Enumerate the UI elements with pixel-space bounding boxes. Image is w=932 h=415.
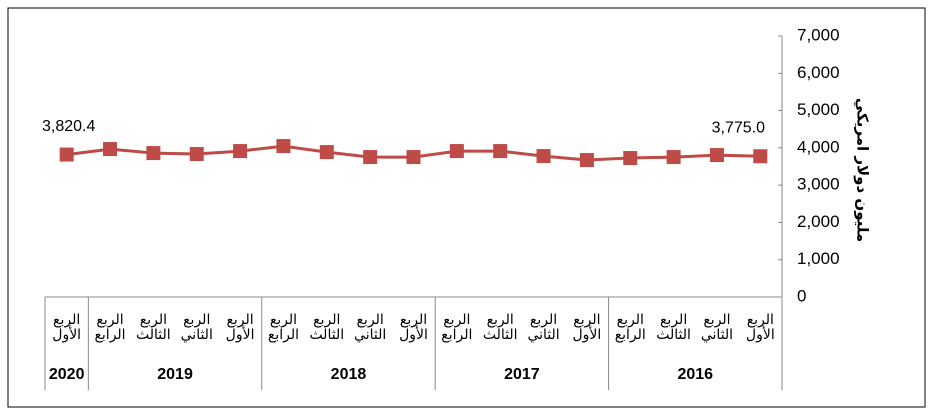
marker — [103, 142, 118, 157]
x-tick-label: الربع الثالث — [136, 312, 171, 343]
x-tick-label: الربع الأول — [572, 312, 602, 343]
x-tick-label: الربع الرابع — [441, 312, 473, 343]
marker — [363, 150, 378, 165]
x-tick-label: الربع الرابع — [267, 312, 299, 343]
y-tick-label: 3,000 — [797, 175, 840, 194]
x-tick-label: الربع الأول — [745, 312, 775, 343]
marker — [59, 147, 74, 162]
y-tick-label: 5,000 — [797, 100, 840, 119]
x-tick-label: الربع الأول — [225, 312, 255, 343]
marker — [709, 148, 724, 163]
y-tick-label: 2,000 — [797, 212, 840, 231]
year-label: 2018 — [330, 366, 367, 383]
y-tick-label: 6,000 — [797, 63, 840, 82]
marker — [319, 145, 334, 160]
x-tick-label: الربع الثاني — [354, 312, 387, 343]
x-tick-label: الربع الأول — [52, 312, 82, 343]
marker — [146, 146, 161, 161]
x-tick-label: الربع الثاني — [700, 312, 734, 343]
year-label: 2019 — [157, 366, 193, 383]
x-tick-label: الربع الثالث — [656, 312, 691, 343]
data-label: 3,820.4 — [42, 118, 95, 135]
marker — [666, 150, 681, 165]
y-tick-label: 1,000 — [797, 249, 840, 268]
year-label: 2016 — [677, 366, 714, 383]
marker — [189, 147, 204, 162]
data-label: 3,775.0 — [712, 119, 765, 136]
marker — [536, 149, 551, 164]
x-tick-label: الربع الرابع — [614, 312, 646, 343]
x-tick-label: الربع الثاني — [180, 312, 213, 343]
y-axis-label: مليون دولار امريكي — [854, 98, 872, 242]
y-tick-label: 0 — [797, 286, 806, 305]
year-label: 2017 — [504, 366, 540, 383]
marker — [579, 153, 594, 168]
marker — [493, 144, 508, 159]
y-tick-label: 4,000 — [797, 137, 840, 156]
x-tick-label: الربع الثالث — [309, 312, 345, 343]
x-tick-label: الربع الثاني — [527, 312, 560, 343]
frame — [7, 7, 926, 408]
marker — [623, 151, 638, 166]
x-tick-label: الربع الأول — [399, 312, 428, 343]
marker — [406, 150, 421, 165]
marker — [449, 144, 464, 159]
marker — [753, 149, 768, 164]
y-tick-label: 7,000 — [797, 25, 840, 44]
marker — [276, 139, 291, 154]
x-tick-label: الربع الرابع — [94, 312, 126, 343]
marker — [233, 144, 248, 159]
year-label: 2020 — [48, 366, 85, 383]
x-tick-label: الربع الثالث — [482, 312, 518, 343]
